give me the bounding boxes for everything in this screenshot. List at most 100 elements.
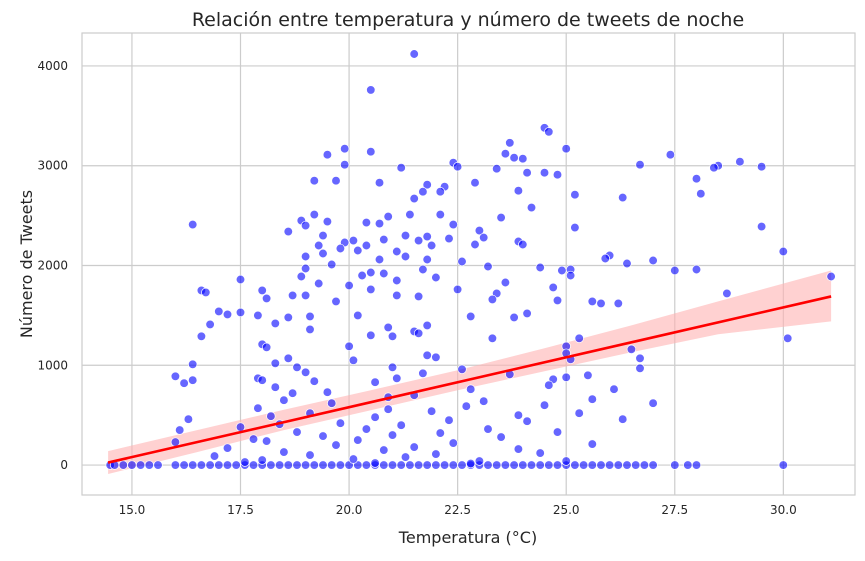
scatter-point <box>257 375 267 385</box>
scatter-point <box>518 460 528 470</box>
scatter-point <box>526 202 537 213</box>
scatter-point <box>513 410 524 420</box>
scatter-point <box>240 457 250 467</box>
regression-line <box>107 295 832 464</box>
scatter-point <box>405 209 415 220</box>
scatter-point <box>452 162 463 172</box>
scatter-point <box>300 290 311 301</box>
scatter-point <box>361 460 372 470</box>
scatter-point <box>370 377 380 387</box>
scatter-point <box>570 222 580 233</box>
scatter-point <box>483 460 493 470</box>
scatter-point <box>539 168 550 178</box>
scatter-point <box>287 388 298 398</box>
scatter-point <box>613 298 623 309</box>
scatter-point <box>318 230 328 241</box>
x-axis-title: Temperatura (°C) <box>398 528 537 547</box>
scatter-point <box>548 282 558 293</box>
scatter-point <box>340 144 350 154</box>
scatter-point <box>383 211 393 222</box>
scatter-point <box>366 85 376 95</box>
scatter-point <box>135 460 146 470</box>
scatter-point <box>387 430 398 440</box>
scatter-point <box>426 406 437 416</box>
scatter-point <box>188 375 198 385</box>
scatter-point <box>405 460 415 470</box>
scatter-point <box>496 432 506 442</box>
scatter-point <box>670 460 680 470</box>
scatter-point <box>574 408 584 418</box>
scatter-point <box>635 353 645 363</box>
scatter-points <box>105 49 836 470</box>
scatter-point <box>722 288 732 299</box>
scatter-point <box>327 259 337 270</box>
scatter-point <box>457 364 467 374</box>
scatter-point <box>561 144 571 154</box>
scatter-point <box>196 331 207 341</box>
scatter-point <box>344 341 354 351</box>
scatter-point <box>544 380 554 390</box>
scatter-point <box>261 293 272 304</box>
scatter-point <box>544 127 554 137</box>
scatter-point <box>396 460 406 470</box>
scatter-point <box>457 256 467 267</box>
scatter-point <box>431 352 441 362</box>
scatter-point <box>353 435 363 445</box>
scatter-point <box>309 376 319 386</box>
scatter-point <box>270 318 280 329</box>
scatter-point <box>127 460 137 470</box>
scatter-point <box>466 311 476 322</box>
scatter-point <box>379 268 389 279</box>
x-gridlines <box>131 33 784 495</box>
scatter-point <box>366 330 376 340</box>
scatter-point <box>691 174 702 184</box>
scatter-point <box>261 342 272 352</box>
scatter-point <box>179 460 189 470</box>
scatter-point <box>635 160 645 170</box>
scatter-point <box>392 290 402 301</box>
scatter-point <box>348 235 359 246</box>
scatter-point <box>348 454 359 464</box>
scatter-point <box>570 190 580 200</box>
scatter-point <box>826 271 836 282</box>
scatter-point <box>322 387 333 397</box>
scatter-point <box>613 460 623 470</box>
scatter-point <box>639 460 650 470</box>
scatter-point <box>383 322 393 333</box>
scatter-point <box>479 232 489 243</box>
scatter-point <box>735 157 745 167</box>
scatter-point <box>557 265 567 276</box>
scatter-point <box>283 460 293 470</box>
scatter-point <box>196 460 207 470</box>
scatter-point <box>444 415 454 425</box>
scatter-point <box>783 333 793 343</box>
x-tick-label: 17.5 <box>227 503 254 517</box>
scatter-point <box>387 331 398 341</box>
scatter-point <box>431 449 441 459</box>
scatter-point <box>522 416 532 426</box>
scatter-point <box>331 176 341 186</box>
scatter-point <box>466 384 476 394</box>
scatter-point <box>609 384 619 394</box>
scatter-point <box>565 270 576 281</box>
scatter-point <box>696 189 706 199</box>
scatter-point <box>366 147 376 157</box>
scatter-point <box>305 324 315 335</box>
scatter-point <box>366 284 376 295</box>
scatter-point <box>296 271 306 282</box>
scatter-point <box>300 220 311 231</box>
scatter-point <box>387 460 398 470</box>
scatter-point <box>179 378 189 388</box>
scatter-point <box>266 411 276 421</box>
scatter-point <box>118 460 128 470</box>
scatter-point <box>300 263 311 274</box>
scatter-point <box>461 401 471 411</box>
scatter-point <box>175 425 185 435</box>
scatter-point <box>483 261 493 272</box>
scatter-point <box>526 460 537 470</box>
scatter-point <box>318 248 328 259</box>
scatter-point <box>374 254 385 265</box>
scatter-point <box>257 285 267 296</box>
scatter-point <box>535 460 545 470</box>
scatter-point <box>144 460 154 470</box>
